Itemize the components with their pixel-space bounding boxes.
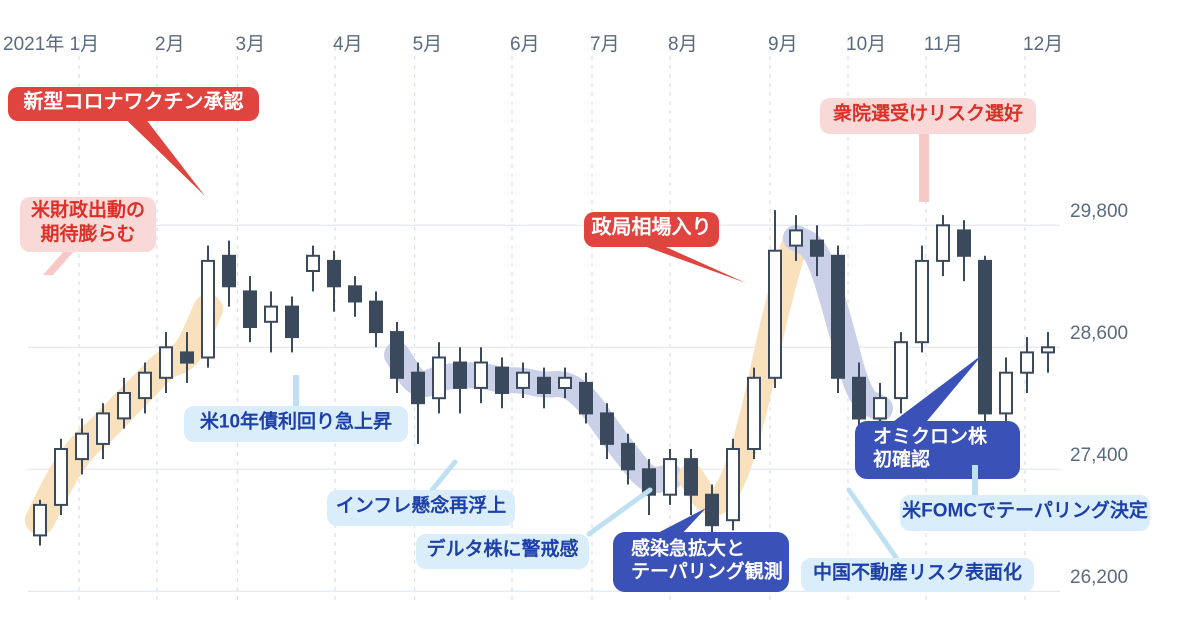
svg-text:中国不動産リスク表面化: 中国不動産リスク表面化 (813, 560, 1022, 583)
svg-text:米財政出動の: 米財政出動の (31, 198, 145, 221)
svg-text:新型コロナワクチン承認: 新型コロナワクチン承認 (24, 89, 244, 113)
svg-text:米FOMCでテーパリング決定: 米FOMCでテーパリング決定 (902, 498, 1148, 521)
svg-text:政局相場入り: 政局相場入り (592, 215, 712, 239)
svg-text:米10年債利回り急上昇: 米10年債利回り急上昇 (200, 409, 392, 432)
svg-text:衆院選受けリスク選好: 衆院選受けリスク選好 (833, 101, 1023, 124)
svg-text:インフレ懸念再浮上: インフレ懸念再浮上 (336, 493, 506, 516)
svg-text:感染急拡大と: 感染急拡大と (631, 536, 745, 559)
svg-text:期待膨らむ: 期待膨らむ (40, 222, 135, 245)
svg-text:初確認: 初確認 (873, 448, 930, 471)
svg-text:テーパリング観測: テーパリング観測 (631, 560, 783, 583)
svg-text:オミクロン株: オミクロン株 (873, 424, 988, 447)
svg-text:デルタ株に警戒感: デルタ株に警戒感 (426, 537, 578, 560)
